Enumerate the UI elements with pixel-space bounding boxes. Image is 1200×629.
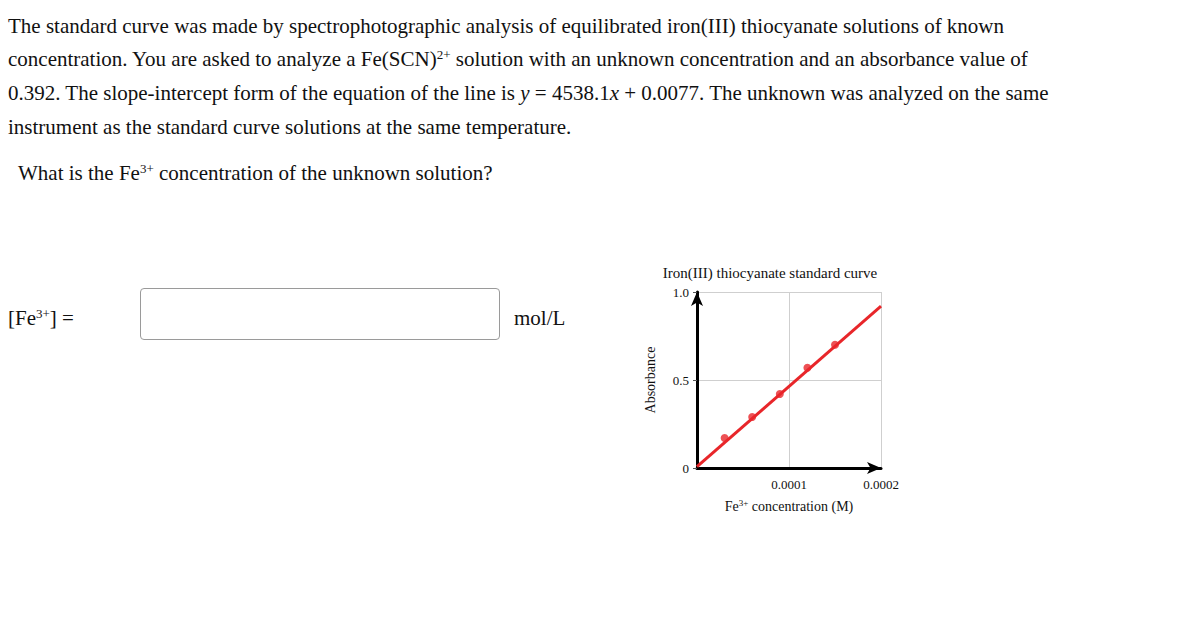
svg-text:3+: 3+	[739, 498, 749, 508]
svg-text:0.0001: 0.0001	[771, 477, 807, 492]
svg-text:Absorbance: Absorbance	[643, 347, 658, 414]
html-text:What is the Fe3+concentration: What is the Fe3+concentration of the unk…	[18, 160, 493, 185]
svg-text:Fe: Fe	[725, 499, 739, 514]
html-text:0.392. The slope-intercept for: 0.392. The slope-intercept form of the e…	[8, 81, 1049, 105]
svg-text:1.0: 1.0	[673, 285, 689, 300]
html-text:The standard curve was made by: The standard curve was made by spectroph…	[8, 14, 1004, 38]
html-text:concentration. You are asked t: concentration. You are asked to analyze …	[8, 46, 1028, 71]
svg-text:Iron(III) thiocyanate standard: Iron(III) thiocyanate standard curve	[663, 265, 878, 282]
svg-text:0.0002: 0.0002	[863, 477, 899, 492]
svg-text:concentration (M): concentration (M)	[748, 499, 853, 515]
html-text:mol/L: mol/L	[514, 306, 566, 330]
svg-text:0.5: 0.5	[673, 373, 689, 388]
html-text:[Fe3+] =: [Fe3+] =	[8, 305, 74, 330]
svg-text:0: 0	[683, 461, 690, 476]
html-text:instrument as the standard cur: instrument as the standard curve solutio…	[8, 115, 572, 139]
